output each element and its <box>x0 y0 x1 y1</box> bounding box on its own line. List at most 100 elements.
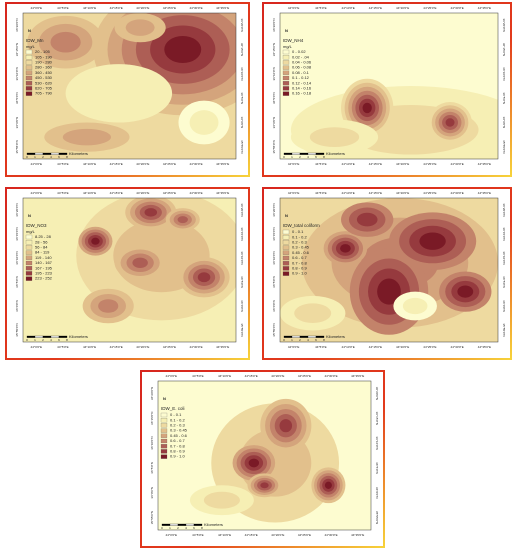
legend-swatch <box>282 229 290 235</box>
legend-label: 0.06 - 0.08 <box>292 65 312 70</box>
legend-swatch <box>282 240 290 245</box>
lat-label: 36°0'0"N <box>240 117 244 129</box>
lon-label: 44°20'0"E <box>136 162 149 166</box>
map-border <box>279 12 499 160</box>
lat-label: 36°15'0"N <box>15 43 19 56</box>
legend-label: 0.3 - 0.45 <box>170 428 188 433</box>
legend-label: 0.8 - 0.9 <box>170 448 185 453</box>
scale-number: 4 <box>307 155 309 159</box>
lat-label: 36°15'0"N <box>375 412 379 425</box>
idw-zone <box>65 64 173 123</box>
legend-label: 0.02 - .04 <box>292 54 310 59</box>
lat-label: 36°15'0"N <box>272 227 276 240</box>
scale-number: 2 <box>42 155 44 159</box>
scale-number: 1 <box>169 526 171 530</box>
lon-label: 44°5'0"E <box>192 533 204 537</box>
scale-number: 1 <box>34 338 36 342</box>
lon-label: 44°35'0"E <box>216 6 229 10</box>
lon-label: 44°30'0"E <box>451 191 464 195</box>
scale-number: 6 <box>315 338 317 342</box>
lat-label: 35°55'0"N <box>15 140 19 153</box>
legend-label: 0.1 - 0.2 <box>292 234 307 239</box>
lon-label: 44°30'0"E <box>189 345 202 349</box>
lat-label: 36°20'0"N <box>15 18 19 31</box>
lon-label: 44°10'0"E <box>342 345 355 349</box>
lon-label: 44°30'0"E <box>189 191 202 195</box>
lon-label: 44°15'0"E <box>110 191 123 195</box>
legend-swatch <box>160 423 168 428</box>
map-border <box>22 197 237 343</box>
lon-label: 44°20'0"E <box>396 345 409 349</box>
legend-label: 8.25 - 28 <box>35 234 52 239</box>
legend-swatch <box>282 81 290 86</box>
scale-number: 6 <box>315 155 317 159</box>
lon-label: 44°10'0"E <box>218 533 231 537</box>
scale-number: 2 <box>177 526 179 530</box>
scale-number: 8 <box>323 338 325 342</box>
scale-segment <box>315 152 325 155</box>
lon-label: 44°30'0"E <box>451 345 464 349</box>
legend-swatch <box>282 235 290 240</box>
legend-label: 705 - 790 <box>35 91 53 96</box>
lat-label: 35°55'0"N <box>150 511 154 524</box>
idw-zone <box>203 491 240 509</box>
legend-title: IDW_total coliform <box>283 223 320 228</box>
lat-label: 36°0'0"N <box>272 117 276 129</box>
legend-label: 0.14 - 0.16 <box>292 85 312 90</box>
legend-swatch <box>25 86 33 91</box>
lat-label: 35°55'0"N <box>272 323 276 336</box>
legend-label: 0.9 - 1.0 <box>170 454 185 459</box>
lat-label: 36°15'0"N <box>240 43 244 56</box>
legend-swatch <box>25 260 33 266</box>
legend-swatch <box>25 65 33 70</box>
legend-swatch <box>25 234 33 240</box>
scale-number: 8 <box>66 338 68 342</box>
legend-swatch <box>25 245 33 250</box>
lon-label: 44°5'0"E <box>315 191 327 195</box>
idw-zone <box>340 244 351 253</box>
legend-swatch <box>160 412 168 418</box>
lat-label: 36°10'0"N <box>375 436 379 449</box>
scale-segment <box>58 335 68 338</box>
lon-label: 44°0'0"E <box>288 345 300 349</box>
lon-label: 44°5'0"E <box>315 162 327 166</box>
lat-label: 36°5'0"N <box>375 462 379 474</box>
legend-label: 0.2 - 0.3 <box>292 239 307 244</box>
legend-swatch <box>282 255 290 261</box>
lon-label: 44°30'0"E <box>324 374 337 378</box>
lon-label: 44°20'0"E <box>396 162 409 166</box>
scale-number: 8 <box>323 155 325 159</box>
lat-label: 35°55'0"N <box>240 140 244 153</box>
lon-label: 44°15'0"E <box>110 345 123 349</box>
lat-label: 36°15'0"N <box>15 227 19 240</box>
lon-label: 44°5'0"E <box>57 6 69 10</box>
lon-label: 44°30'0"E <box>451 162 464 166</box>
lat-label: 36°10'0"N <box>150 436 154 449</box>
legend-label: 190 - 280 <box>35 59 53 64</box>
lon-label: 44°10'0"E <box>83 191 96 195</box>
idw-zone <box>279 419 293 433</box>
idw-zone <box>164 35 202 64</box>
legend-label: 0.1 - 0.12 <box>292 75 310 80</box>
legend-swatch <box>160 438 168 444</box>
lat-label: 36°5'0"N <box>502 276 506 288</box>
legend-swatch <box>160 454 168 459</box>
lat-label: 35°55'0"N <box>240 323 244 336</box>
legend-swatch <box>282 250 290 255</box>
lat-label: 36°20'0"N <box>272 18 276 31</box>
lat-label: 36°10'0"N <box>15 67 19 80</box>
lat-label: 36°20'0"N <box>240 18 244 31</box>
legend-swatch <box>25 55 33 60</box>
idw-zone <box>402 297 428 315</box>
legend-swatch <box>282 271 290 276</box>
legend-swatch <box>25 271 33 276</box>
lat-label: 36°0'0"N <box>150 487 154 499</box>
lat-label: 36°5'0"N <box>240 92 244 104</box>
lat-label: 36°20'0"N <box>375 387 379 400</box>
lat-label: 36°20'0"N <box>502 203 506 216</box>
lon-label: 44°35'0"E <box>478 191 491 195</box>
lon-label: 44°35'0"E <box>351 533 364 537</box>
lon-label: 44°5'0"E <box>192 374 204 378</box>
lon-label: 44°15'0"E <box>110 162 123 166</box>
legend-title: IDW_E. coli <box>161 406 185 411</box>
